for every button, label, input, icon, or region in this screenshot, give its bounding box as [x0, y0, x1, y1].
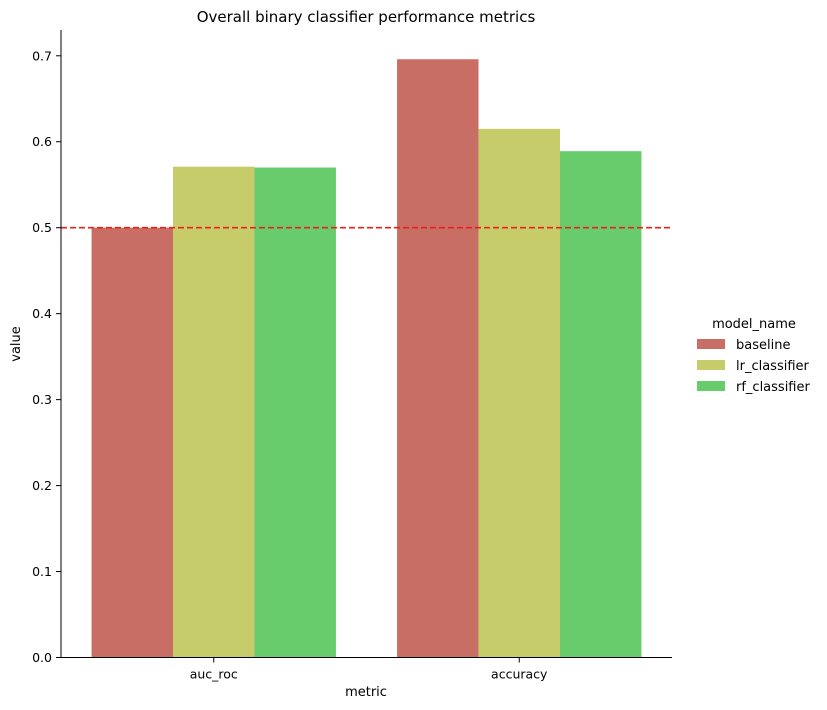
y-tick-label: 0.5	[32, 220, 52, 235]
bar-baseline-accuracy	[397, 59, 479, 658]
legend-label-rf_classifier: rf_classifier	[736, 380, 810, 395]
y-tick-label: 0.7	[32, 48, 52, 63]
bar-lr_classifier-auc_roc	[173, 166, 255, 658]
bar-rf_classifier-accuracy	[559, 151, 642, 658]
legend-items: baseline lr_classifier rf_classifier	[697, 338, 810, 395]
y-tick-label: 0.1	[32, 564, 52, 579]
bar-baseline-auc_roc	[91, 227, 174, 658]
y-tick-label: 0.6	[32, 134, 52, 149]
y-tick-label: 0.0	[32, 650, 52, 665]
bars-layer	[91, 59, 642, 658]
y-axis-ticks: 0.0 0.1 0.2 0.3 0.4 0.5 0.6 0.7	[32, 48, 61, 665]
legend-swatch-baseline	[697, 339, 725, 349]
bar-lr_classifier-accuracy	[478, 128, 560, 658]
y-axis-title: value	[9, 326, 24, 362]
legend-label-lr_classifier: lr_classifier	[736, 359, 810, 374]
bar-rf_classifier-auc_roc	[254, 167, 336, 658]
y-tick-label: 0.3	[32, 392, 52, 407]
legend-swatch-lr_classifier	[697, 360, 725, 370]
x-axis-title: metric	[345, 685, 387, 700]
plot-area: 0.0 0.1 0.2 0.3 0.4 0.5 0.6 0.7 auc_roc accuracy	[32, 30, 672, 682]
legend-title: model_name	[712, 317, 796, 332]
x-tick-label: accuracy	[491, 667, 548, 682]
legend-label-baseline: baseline	[736, 338, 790, 353]
y-tick-label: 0.2	[32, 478, 52, 493]
y-tick-label: 0.4	[32, 306, 52, 321]
chart-title: Overall binary classifier performance me…	[197, 8, 536, 26]
x-tick-label: auc_roc	[190, 667, 238, 682]
legend-swatch-rf_classifier	[697, 381, 725, 391]
x-axis-ticks: auc_roc accuracy	[190, 657, 548, 682]
legend: model_name baseline lr_classifier rf_class…	[697, 317, 810, 395]
